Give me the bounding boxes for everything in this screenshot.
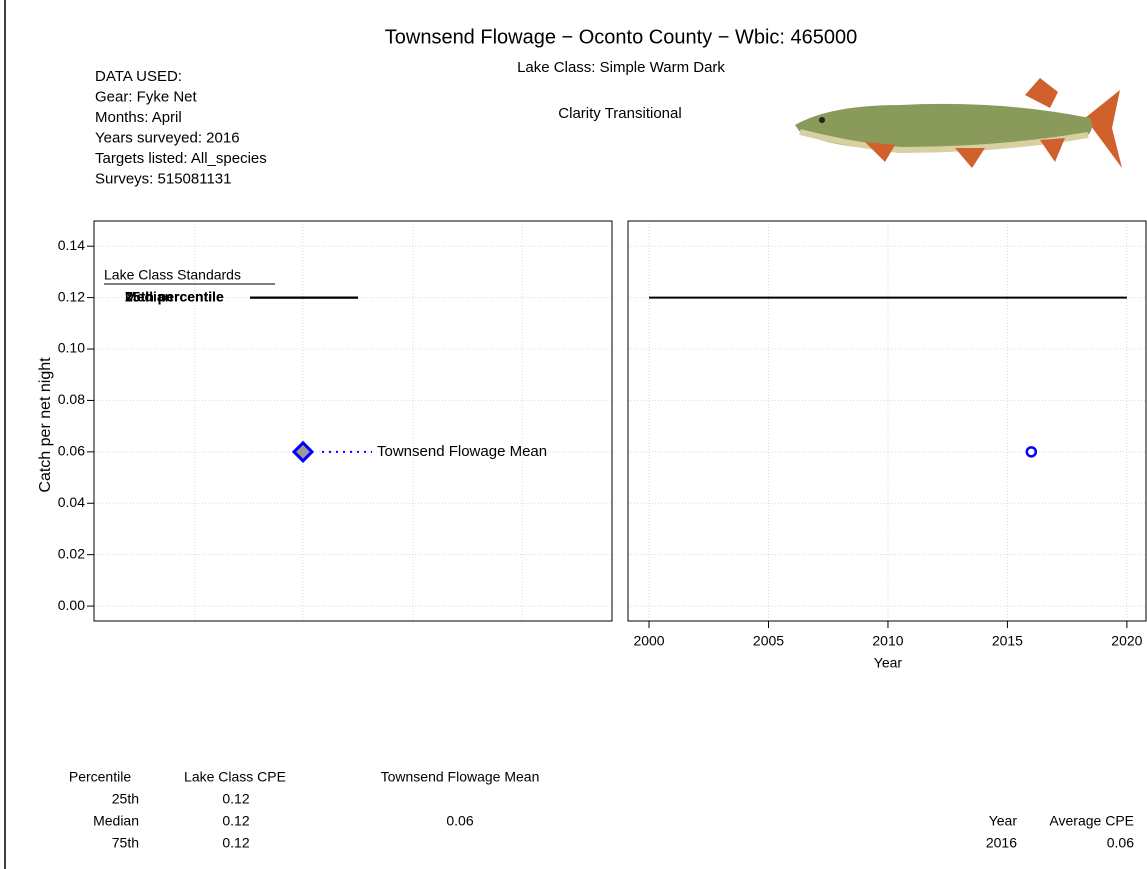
table-cell: 0.12: [222, 813, 249, 829]
standard-label: Median: [125, 288, 173, 304]
table-cell: 0.06: [1107, 835, 1134, 851]
y-tick-label: 0.12: [58, 288, 85, 304]
table-cell: 0.12: [222, 835, 249, 851]
x-tick-label: 2000: [633, 633, 664, 649]
fish-illustration: [795, 78, 1122, 168]
y-tick-label: 0.08: [58, 391, 85, 407]
table-cell: 2016: [986, 835, 1017, 851]
plot-frame: [627, 220, 1147, 622]
standard-label: 75th percentile: [125, 288, 224, 304]
mean-label: Townsend Flowage Mean: [377, 443, 547, 460]
table-header: Lake Class CPE: [184, 769, 286, 785]
x-tick-label: 2015: [992, 633, 1023, 649]
table-header: Percentile: [69, 769, 131, 785]
table-cell: 0.12: [222, 791, 249, 807]
data-used-line: Years surveyed: 2016: [95, 129, 240, 146]
y-tick-label: 0.02: [58, 545, 85, 561]
table-cell: 0.06: [446, 813, 473, 829]
title: Townsend Flowage − Oconto County − Wbic:…: [385, 26, 858, 48]
table-header: Year: [989, 813, 1018, 829]
legend-title: Lake Class Standards: [104, 267, 241, 283]
table-header: Townsend Flowage Mean: [381, 769, 540, 785]
point: [1025, 446, 1038, 458]
data-used-line: Months: April: [95, 109, 182, 126]
standard-label: 25th percentile: [125, 288, 224, 304]
y-tick-label: 0.04: [58, 494, 85, 510]
x-tick-label: 2020: [1111, 633, 1142, 649]
table-header: Average CPE: [1049, 813, 1134, 829]
lake-class: Lake Class: Simple Warm Dark: [517, 59, 725, 76]
plot-frame: [93, 220, 613, 622]
table-cell: 25th: [112, 791, 139, 807]
x-tick-label: 2010: [872, 633, 903, 649]
y-tick-label: 0.10: [58, 340, 85, 356]
data-used-line: Surveys: 515081131: [95, 170, 232, 187]
y-tick-label: 0.06: [58, 443, 85, 459]
y-tick-label: 0.00: [58, 597, 85, 613]
x-tick-label: 2005: [753, 633, 784, 649]
y-tick-label: 0.14: [58, 237, 85, 253]
x-axis-label: Year: [874, 655, 903, 671]
y-axis-label: Catch per net night: [37, 357, 54, 493]
clarity: Clarity Transitional: [558, 105, 681, 122]
table-cell: Median: [93, 813, 139, 829]
data-used-line: Gear: Fyke Net: [95, 88, 198, 105]
data-used-line: DATA USED:: [95, 68, 182, 85]
mean-marker: [291, 440, 315, 463]
data-used-line: Targets listed: All_species: [95, 150, 267, 167]
table-cell: 75th: [112, 835, 139, 851]
